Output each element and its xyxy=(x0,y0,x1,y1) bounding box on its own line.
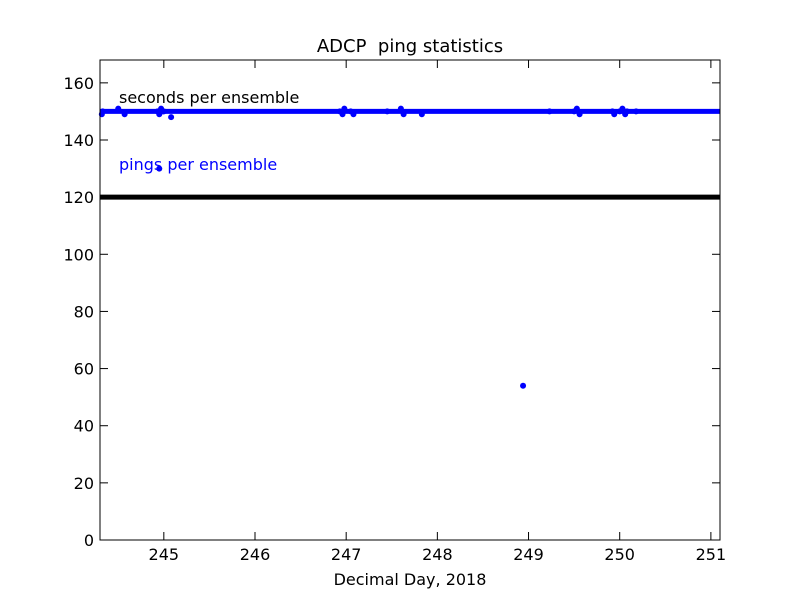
data-point xyxy=(341,105,348,112)
y-tick-label: 40 xyxy=(74,417,94,436)
data-point xyxy=(160,108,167,115)
data-point xyxy=(168,114,175,121)
annotation-pings-per-ensemble: pings per ensemble xyxy=(119,155,277,174)
data-point xyxy=(400,111,407,118)
series-layer xyxy=(98,105,720,389)
data-point xyxy=(156,165,163,172)
plot-frame xyxy=(99,59,721,541)
data-point xyxy=(633,108,640,115)
x-axis-label: Decimal Day, 2018 xyxy=(334,570,487,589)
y-tick-label: 20 xyxy=(74,474,94,493)
x-tick-label: 249 xyxy=(513,545,544,564)
data-point xyxy=(619,105,626,112)
x-tick-label: 245 xyxy=(149,545,180,564)
data-point xyxy=(350,111,357,118)
data-point xyxy=(611,111,618,118)
data-point xyxy=(546,108,553,115)
x-tick-label: 247 xyxy=(331,545,362,564)
y-tick-label: 160 xyxy=(63,74,94,93)
y-tick-label: 0 xyxy=(84,531,94,550)
data-point xyxy=(520,382,527,389)
y-tick-label: 80 xyxy=(74,302,94,321)
annotation-seconds-per-ensemble: seconds per ensemble xyxy=(119,88,299,107)
y-tick-label: 140 xyxy=(63,131,94,150)
data-point xyxy=(624,108,630,115)
x-tick-label: 248 xyxy=(422,545,453,564)
data-point xyxy=(339,111,346,118)
ticks-layer: 245 246 247 248 249 250 251 0 20 40 60 80 100 120 140 1… xyxy=(63,60,726,564)
data-point xyxy=(576,111,583,118)
x-tick-label: 251 xyxy=(696,545,727,564)
data-point xyxy=(115,105,122,112)
x-tick-label: 250 xyxy=(604,545,635,564)
data-point xyxy=(397,105,404,112)
data-point xyxy=(418,111,425,118)
data-point xyxy=(121,111,128,118)
y-tick-label: 100 xyxy=(63,245,94,264)
data-point xyxy=(573,105,580,112)
y-tick-label: 120 xyxy=(63,188,94,207)
y-tick-label: 60 xyxy=(74,360,94,379)
data-point xyxy=(384,108,391,115)
data-point xyxy=(99,108,106,115)
chart-title: ADCP ping statistics xyxy=(317,36,503,57)
x-tick-label: 246 xyxy=(240,545,271,564)
